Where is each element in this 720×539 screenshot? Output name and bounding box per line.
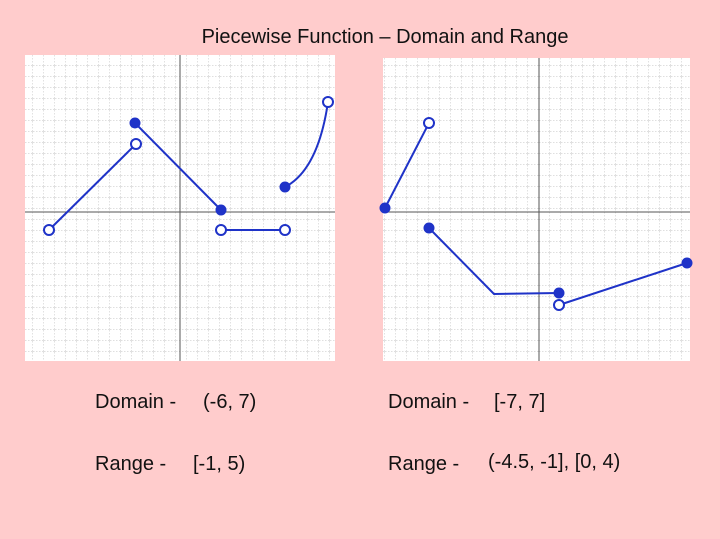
domain-label: Domain - [95, 391, 176, 413]
left-graph [25, 55, 335, 361]
range-value: (-4.5, -1], [0, 4) [488, 451, 620, 473]
domain-label: Domain - [388, 391, 469, 413]
range-label: Range - [95, 453, 166, 475]
range-label: Range - [388, 453, 459, 475]
title: Piecewise Function – Domain and Range [202, 26, 569, 48]
range-value: [-1, 5) [193, 453, 245, 475]
right-graph [379, 58, 693, 361]
domain-value: [-7, 7] [494, 391, 545, 413]
domain-value: (-6, 7) [203, 391, 256, 413]
